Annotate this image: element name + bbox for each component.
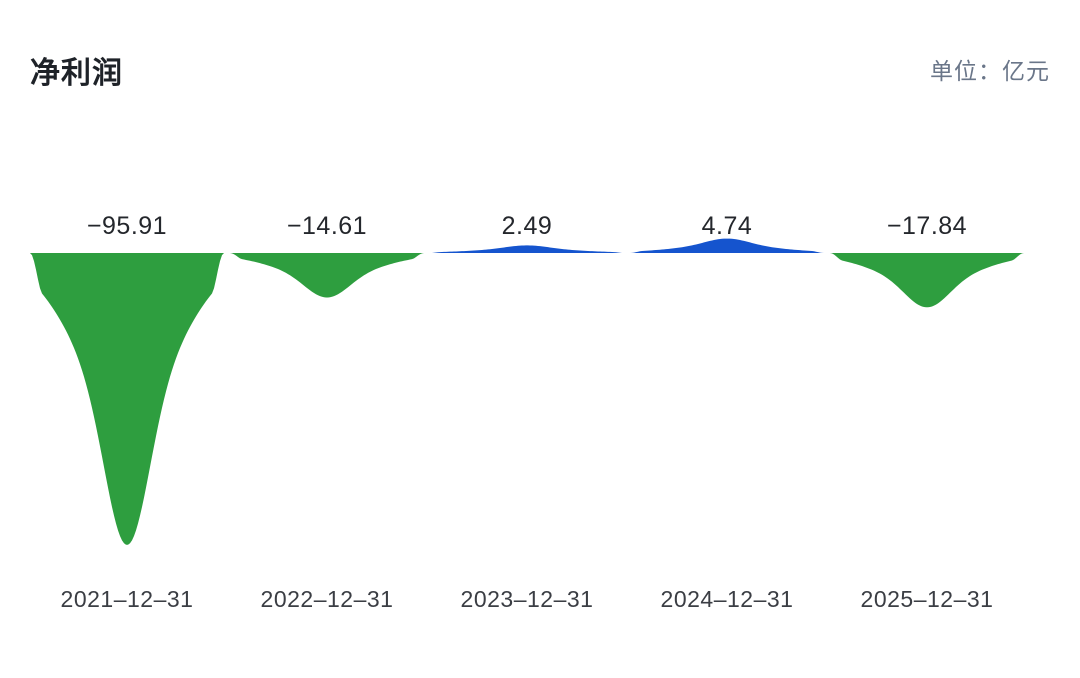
spike-negative bbox=[830, 253, 1024, 308]
value-label: −17.84 bbox=[886, 212, 968, 240]
unit-label: 单位：亿元 bbox=[930, 58, 1050, 84]
spike-negative bbox=[230, 253, 424, 298]
value-label: −14.61 bbox=[286, 212, 368, 240]
chart-header: 净利润 单位：亿元 bbox=[30, 48, 1050, 92]
chart-title: 净利润 bbox=[30, 57, 123, 90]
spike-area-chart bbox=[30, 238, 1024, 545]
date-label: 2025–12–31 bbox=[860, 586, 994, 612]
date-label: 2022–12–31 bbox=[260, 586, 394, 612]
value-label: 2.49 bbox=[501, 212, 553, 240]
spike-positive bbox=[430, 245, 624, 253]
spike-negative bbox=[30, 253, 224, 545]
date-label: 2024–12–31 bbox=[660, 586, 794, 612]
spike-positive bbox=[630, 238, 824, 253]
date-label: 2021–12–31 bbox=[60, 586, 194, 612]
date-label: 2023–12–31 bbox=[460, 586, 594, 612]
value-label: −95.91 bbox=[86, 212, 168, 240]
value-label: 4.74 bbox=[701, 212, 753, 240]
